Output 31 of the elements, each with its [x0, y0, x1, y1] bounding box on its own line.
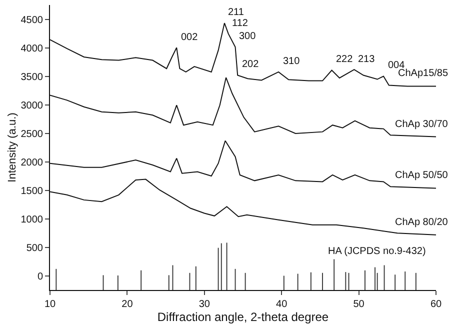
series-label: ChAp 50/50: [395, 170, 448, 181]
y-tick-label: 2000: [20, 157, 44, 168]
y-tick-label: 3500: [20, 72, 44, 83]
x-tick-label: 30: [198, 299, 210, 310]
y-tick-label: 3000: [20, 100, 44, 112]
annotation: 222: [336, 54, 354, 65]
y-tick-label: 1500: [20, 186, 44, 197]
y-tick-label: 4000: [20, 43, 44, 54]
annotation: 112: [232, 18, 248, 29]
series-label: ChAp 80/20: [395, 217, 448, 228]
annotation: 211: [228, 7, 244, 18]
y-tick-label: 1000: [20, 214, 44, 226]
x-tick-label: 20: [122, 299, 134, 310]
y-tick-label: 0: [37, 271, 44, 282]
annotation: 202: [242, 59, 260, 70]
series-label: HA (JCPDS no.9-432): [328, 246, 426, 257]
series-label: ChAp15/85: [398, 68, 448, 79]
y-tick-label: 4500: [20, 14, 44, 26]
x-tick-label: 10: [44, 299, 56, 310]
annotation: 300: [239, 31, 256, 42]
annotation: 002: [181, 32, 198, 43]
x-tick-label: 50: [353, 299, 365, 310]
x-tick-label: 40: [276, 299, 288, 310]
series-label: ChAp 30/70: [395, 119, 448, 130]
x-axis-title: Diffraction angle, 2-theta degree: [157, 310, 329, 324]
y-tick-label: 2500: [20, 128, 44, 140]
y-axis-title: Intensity (a.u.): [6, 112, 18, 182]
annotation: 310: [283, 56, 300, 67]
y-tick-label: 500: [26, 242, 44, 254]
x-tick-label: 60: [430, 299, 442, 310]
annotation: 213: [358, 54, 376, 65]
